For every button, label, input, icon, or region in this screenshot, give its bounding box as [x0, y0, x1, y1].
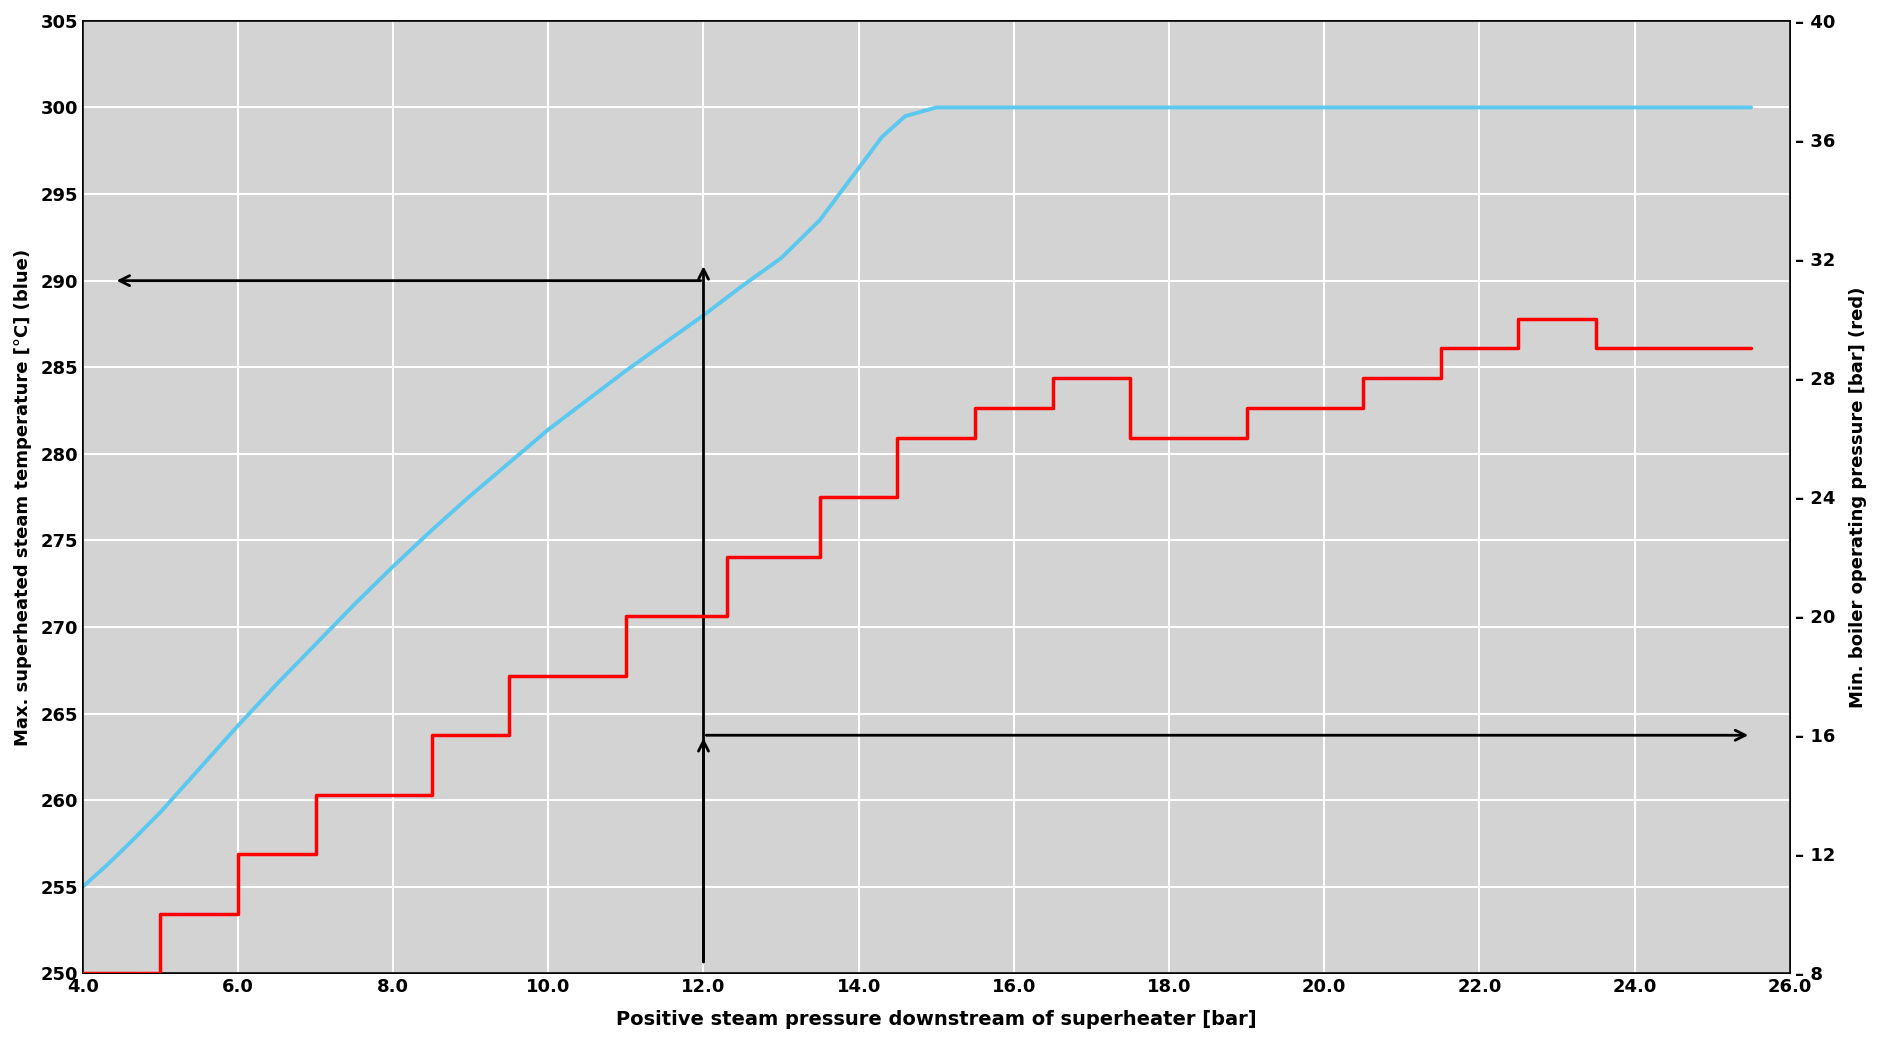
Y-axis label: Min. boiler operating pressure [bar] (red): Min. boiler operating pressure [bar] (re…	[1848, 287, 1867, 708]
Y-axis label: Max. superheated steam temperature [°C] (blue): Max. superheated steam temperature [°C] …	[13, 248, 32, 746]
X-axis label: Positive steam pressure downstream of superheater [bar]: Positive steam pressure downstream of su…	[615, 1010, 1256, 1029]
